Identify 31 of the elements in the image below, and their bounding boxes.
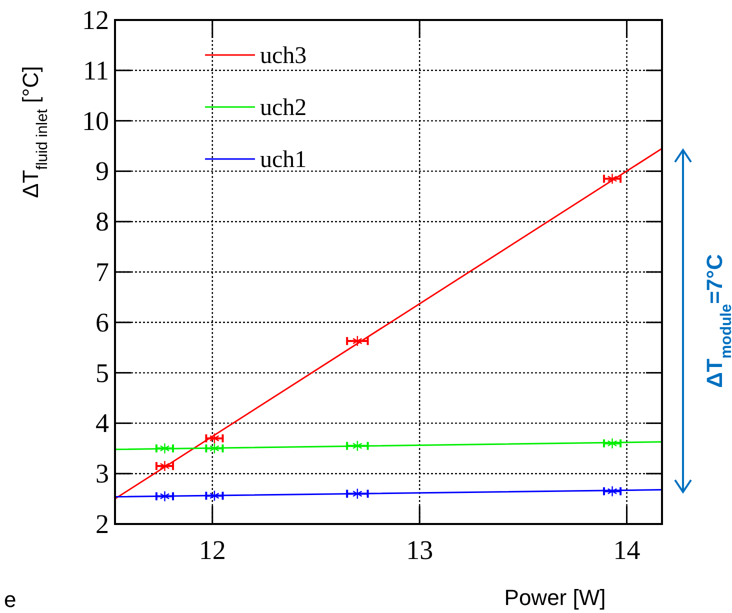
- point: [352, 335, 362, 347]
- point: [352, 440, 362, 452]
- y-tick-label: 9: [96, 156, 109, 186]
- x-tick-label: 13: [406, 535, 434, 565]
- point: [160, 490, 170, 502]
- point: [210, 432, 220, 444]
- x-tick-label: 12: [198, 535, 226, 565]
- legend-label: uch1: [260, 147, 307, 173]
- y-tick-label: 3: [96, 458, 109, 489]
- legend-label: uch2: [260, 95, 307, 121]
- point: [160, 442, 170, 454]
- y-tick-label: 11: [83, 55, 109, 86]
- point: [160, 460, 170, 472]
- y-tick-label: 8: [96, 206, 109, 237]
- y-tick-label: 4: [96, 408, 110, 438]
- point: [352, 488, 362, 500]
- point: [607, 486, 618, 497]
- y-tick-label: 12: [82, 5, 109, 35]
- x-axis-title: Power [W]: [504, 585, 606, 610]
- y-tick-label: 7: [96, 257, 109, 287]
- y-tick-label: 10: [82, 106, 109, 136]
- y-tick-label: 6: [96, 307, 109, 338]
- text: e: [4, 587, 16, 612]
- y-tick-label: 5: [96, 358, 109, 388]
- point: [210, 490, 220, 502]
- point: [210, 442, 220, 454]
- point: [607, 173, 618, 184]
- legend-label: uch3: [260, 43, 307, 69]
- x-tick-label: 14: [613, 535, 641, 565]
- point: [607, 438, 618, 449]
- y-tick-label: 2: [96, 509, 109, 539]
